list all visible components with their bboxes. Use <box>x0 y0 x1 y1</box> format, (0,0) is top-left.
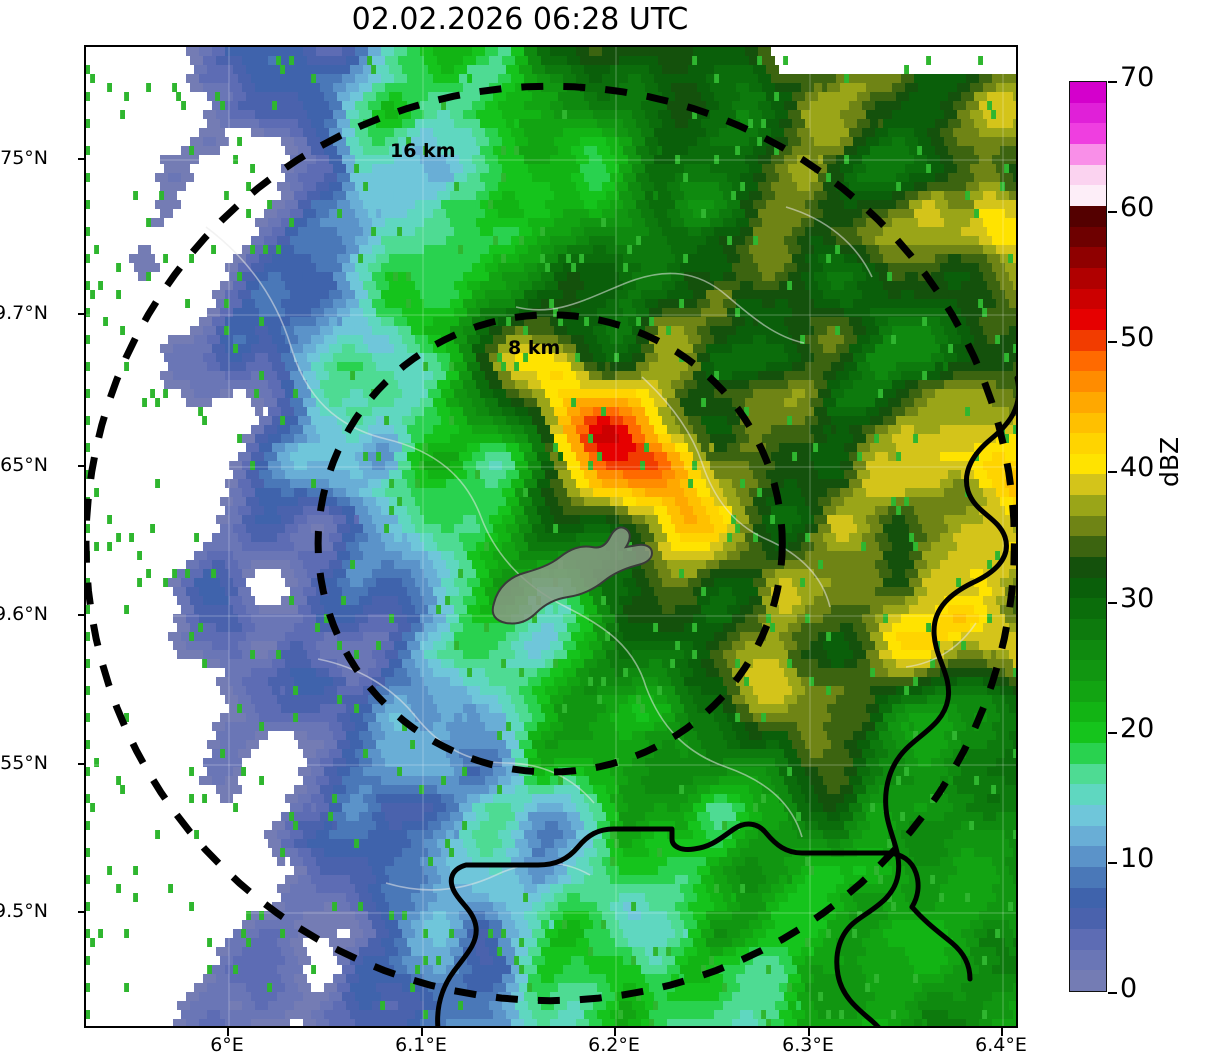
longitude-tick-mark <box>227 1028 229 1036</box>
colorbar-band <box>1070 391 1106 413</box>
colorbar-band <box>1070 123 1106 144</box>
longitude-tick-mark <box>614 1028 616 1036</box>
latitude-tick-mark <box>78 313 86 315</box>
page-title: 02.02.2026 06:28 UTC <box>351 2 689 37</box>
colorbar-tick-label: 30 <box>1120 582 1155 614</box>
colorbar-band <box>1070 247 1106 268</box>
colorbar-band <box>1070 371 1106 392</box>
colorbar-band <box>1070 474 1106 496</box>
colorbar-tick-label: 60 <box>1120 192 1155 224</box>
colorbar-band <box>1070 267 1106 289</box>
colorbar-band <box>1070 701 1106 723</box>
colorbar-band <box>1070 329 1106 351</box>
colorbar-tick-label: 70 <box>1120 62 1155 93</box>
colorbar-band <box>1070 949 1106 971</box>
colorbar-band <box>1070 309 1106 330</box>
longitude-tick-label: 6.3°E <box>782 1034 834 1056</box>
colorbar-band <box>1070 185 1106 206</box>
colorbar-tick-label: 20 <box>1120 712 1155 744</box>
colorbar-tick-mark <box>1108 992 1117 994</box>
colorbar-band <box>1070 82 1106 103</box>
national-border-layer <box>435 375 1016 1026</box>
colorbar-tick-label: 0 <box>1120 973 1138 1004</box>
colorbar-band <box>1070 205 1106 227</box>
radar-layers <box>86 47 1016 1026</box>
colorbar-tick-label: 10 <box>1120 842 1155 874</box>
longitude-tick-label: 6.4°E <box>975 1034 1027 1056</box>
colorbar-tick-mark <box>1108 861 1117 864</box>
colorbar-band <box>1070 412 1106 434</box>
colorbar-band <box>1070 887 1106 909</box>
latitude-tick-label: 49.5°N <box>0 900 48 922</box>
range-ring-16km <box>86 82 1016 1005</box>
colorbar-band <box>1070 784 1106 805</box>
longitude-tick-mark <box>1001 1028 1003 1036</box>
colorbar-tick-label: 50 <box>1120 322 1155 354</box>
latitude-tick-label: 49.55°N <box>0 752 48 774</box>
colorbar-band <box>1070 598 1106 620</box>
colorbar-band <box>1070 722 1106 743</box>
radar-plot-area[interactable] <box>84 45 1018 1028</box>
colorbar-band <box>1070 288 1106 310</box>
colorbar-band <box>1070 515 1106 537</box>
longitude-tick-label: 6.2°E <box>588 1034 640 1056</box>
longitude-tick-label: 6.1°E <box>395 1034 447 1056</box>
colorbar-band <box>1070 639 1106 661</box>
latitude-tick-mark <box>78 614 86 616</box>
colorbar-band <box>1070 495 1106 516</box>
colorbar-band <box>1070 846 1106 867</box>
latitude-tick-label: 49.65°N <box>0 454 48 476</box>
colorbar-band <box>1070 825 1106 847</box>
colorbar-band <box>1070 908 1106 929</box>
colorbar-band <box>1070 226 1106 248</box>
longitude-tick-mark <box>421 1028 423 1036</box>
range-ring-label: 8 km <box>508 337 561 359</box>
colorbar-band <box>1070 743 1106 764</box>
colorbar-band <box>1070 143 1106 165</box>
colorbar[interactable] <box>1069 81 1107 992</box>
latitude-tick-mark <box>78 465 86 467</box>
longitude-tick-mark <box>808 1028 810 1036</box>
colorbar-band <box>1070 928 1106 950</box>
latitude-tick-mark <box>78 763 86 765</box>
colorbar-band <box>1070 536 1106 558</box>
colorbar-band <box>1070 557 1106 578</box>
colorbar-band <box>1070 763 1106 785</box>
colorbar-tick-mark <box>1108 601 1117 604</box>
colorbar-tick-mark <box>1108 211 1117 214</box>
latitude-tick-mark <box>78 158 86 160</box>
latitude-tick-label: 49.75°N <box>0 147 48 169</box>
colorbar-tick-mark <box>1108 341 1117 344</box>
colorbar-band <box>1070 619 1106 640</box>
colorbar-band <box>1070 453 1106 475</box>
latitude-tick-label: 49.6°N <box>0 603 48 625</box>
colorbar-tick-mark <box>1108 471 1117 474</box>
range-ring-8km <box>314 311 786 776</box>
colorbar-band <box>1070 350 1106 372</box>
colorbar-tick-mark <box>1108 731 1117 734</box>
colorbar-band <box>1070 164 1106 186</box>
colorbar-tick-mark <box>1108 81 1117 83</box>
colorbar-title: dBZ <box>1155 436 1184 487</box>
range-ring-label: 16 km <box>390 140 456 162</box>
latitude-tick-label: 49.7°N <box>0 302 48 324</box>
colorbar-band <box>1070 102 1106 124</box>
colorbar-band <box>1070 866 1106 888</box>
colorbar-tick-label: 40 <box>1120 452 1155 484</box>
latitude-tick-mark <box>78 911 86 913</box>
colorbar-band <box>1070 433 1106 454</box>
colorbar-band <box>1070 681 1106 702</box>
colorbar-band <box>1070 970 1106 991</box>
colorbar-band <box>1070 804 1106 826</box>
urban-area-polygon <box>491 526 654 625</box>
longitude-tick-label: 6°E <box>210 1034 244 1056</box>
reflectivity-raster <box>86 47 1016 1026</box>
colorbar-band <box>1070 577 1106 599</box>
colorbar-band <box>1070 660 1106 682</box>
